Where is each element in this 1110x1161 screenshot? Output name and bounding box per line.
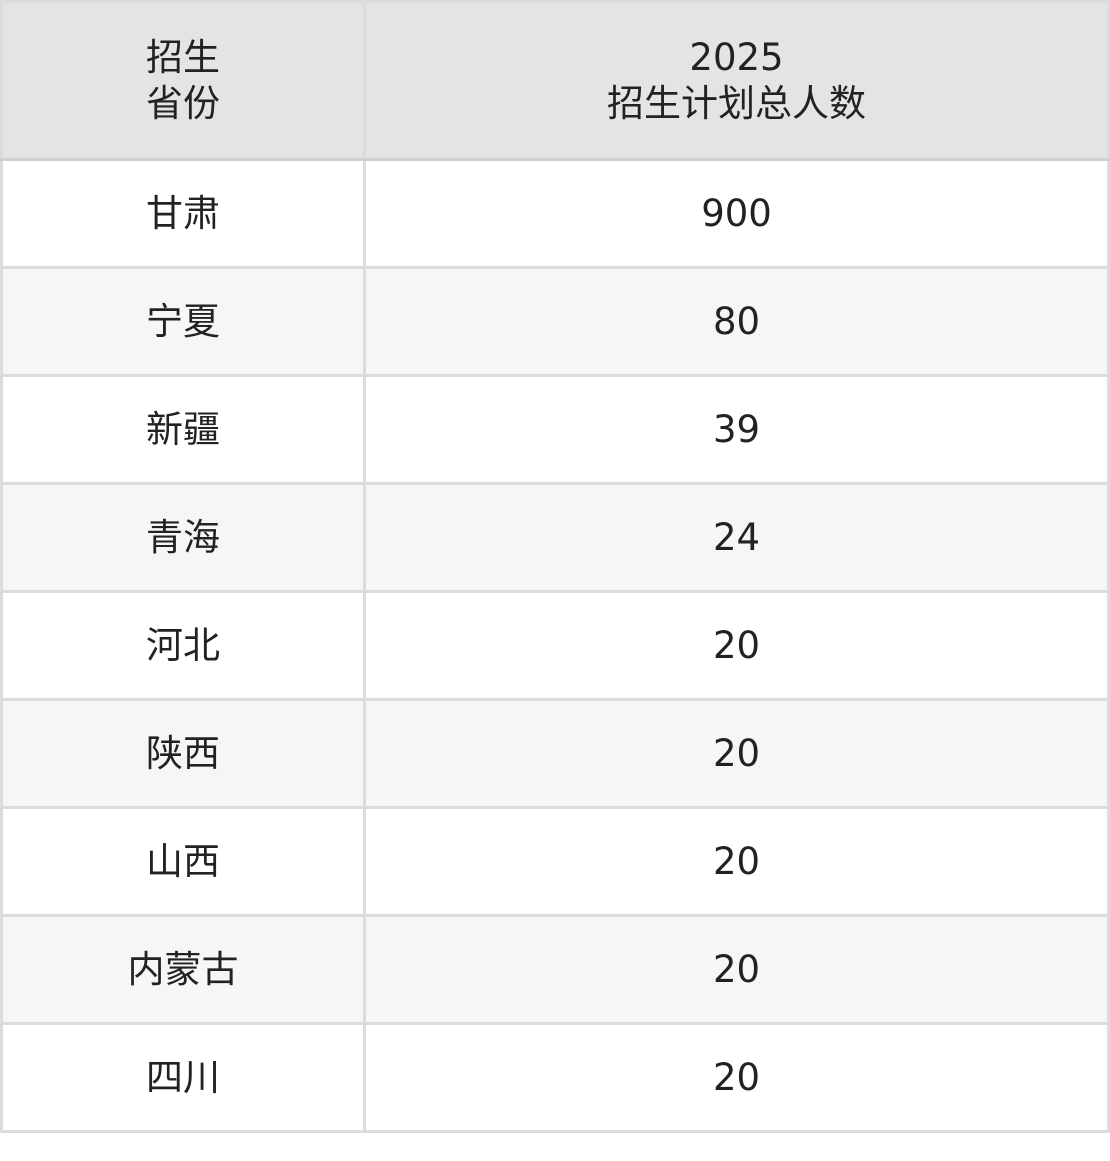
table-row: 新疆 39 bbox=[0, 374, 1110, 485]
province-cell: 山西 bbox=[0, 806, 366, 917]
province-cell: 四川 bbox=[0, 1022, 366, 1133]
header-province: 招生 省份 bbox=[0, 0, 366, 161]
table-row: 河北 20 bbox=[0, 590, 1110, 701]
table-row: 陕西 20 bbox=[0, 698, 1110, 809]
header-text: 省份 bbox=[146, 81, 220, 125]
province-cell: 宁夏 bbox=[0, 266, 366, 377]
header-total: 2025 招生计划总人数 bbox=[363, 0, 1110, 161]
table-row: 青海 24 bbox=[0, 482, 1110, 593]
total-cell: 20 bbox=[363, 914, 1110, 1025]
header-text: 招生计划总人数 bbox=[607, 81, 866, 125]
province-cell: 青海 bbox=[0, 482, 366, 593]
province-cell: 新疆 bbox=[0, 374, 366, 485]
province-cell: 甘肃 bbox=[0, 158, 366, 269]
province-cell: 河北 bbox=[0, 590, 366, 701]
total-cell: 24 bbox=[363, 482, 1110, 593]
total-cell: 80 bbox=[363, 266, 1110, 377]
total-cell: 20 bbox=[363, 698, 1110, 809]
table-row: 四川 20 bbox=[0, 1022, 1110, 1133]
enrollment-table: 招生 省份 2025 招生计划总人数 甘肃 900 宁夏 80 新疆 39 青海 24 河北 20… bbox=[0, 0, 1110, 1133]
total-cell: 20 bbox=[363, 1022, 1110, 1133]
total-cell: 20 bbox=[363, 590, 1110, 701]
total-cell: 39 bbox=[363, 374, 1110, 485]
table-row: 山西 20 bbox=[0, 806, 1110, 917]
table-row: 宁夏 80 bbox=[0, 266, 1110, 377]
header-text: 2025 bbox=[689, 35, 784, 79]
total-cell: 900 bbox=[363, 158, 1110, 269]
header-text: 招生 bbox=[146, 35, 220, 79]
table-row: 甘肃 900 bbox=[0, 158, 1110, 269]
province-cell: 陕西 bbox=[0, 698, 366, 809]
province-cell: 内蒙古 bbox=[0, 914, 366, 1025]
total-cell: 20 bbox=[363, 806, 1110, 917]
header-row: 招生 省份 2025 招生计划总人数 bbox=[0, 0, 1110, 161]
table-row: 内蒙古 20 bbox=[0, 914, 1110, 1025]
